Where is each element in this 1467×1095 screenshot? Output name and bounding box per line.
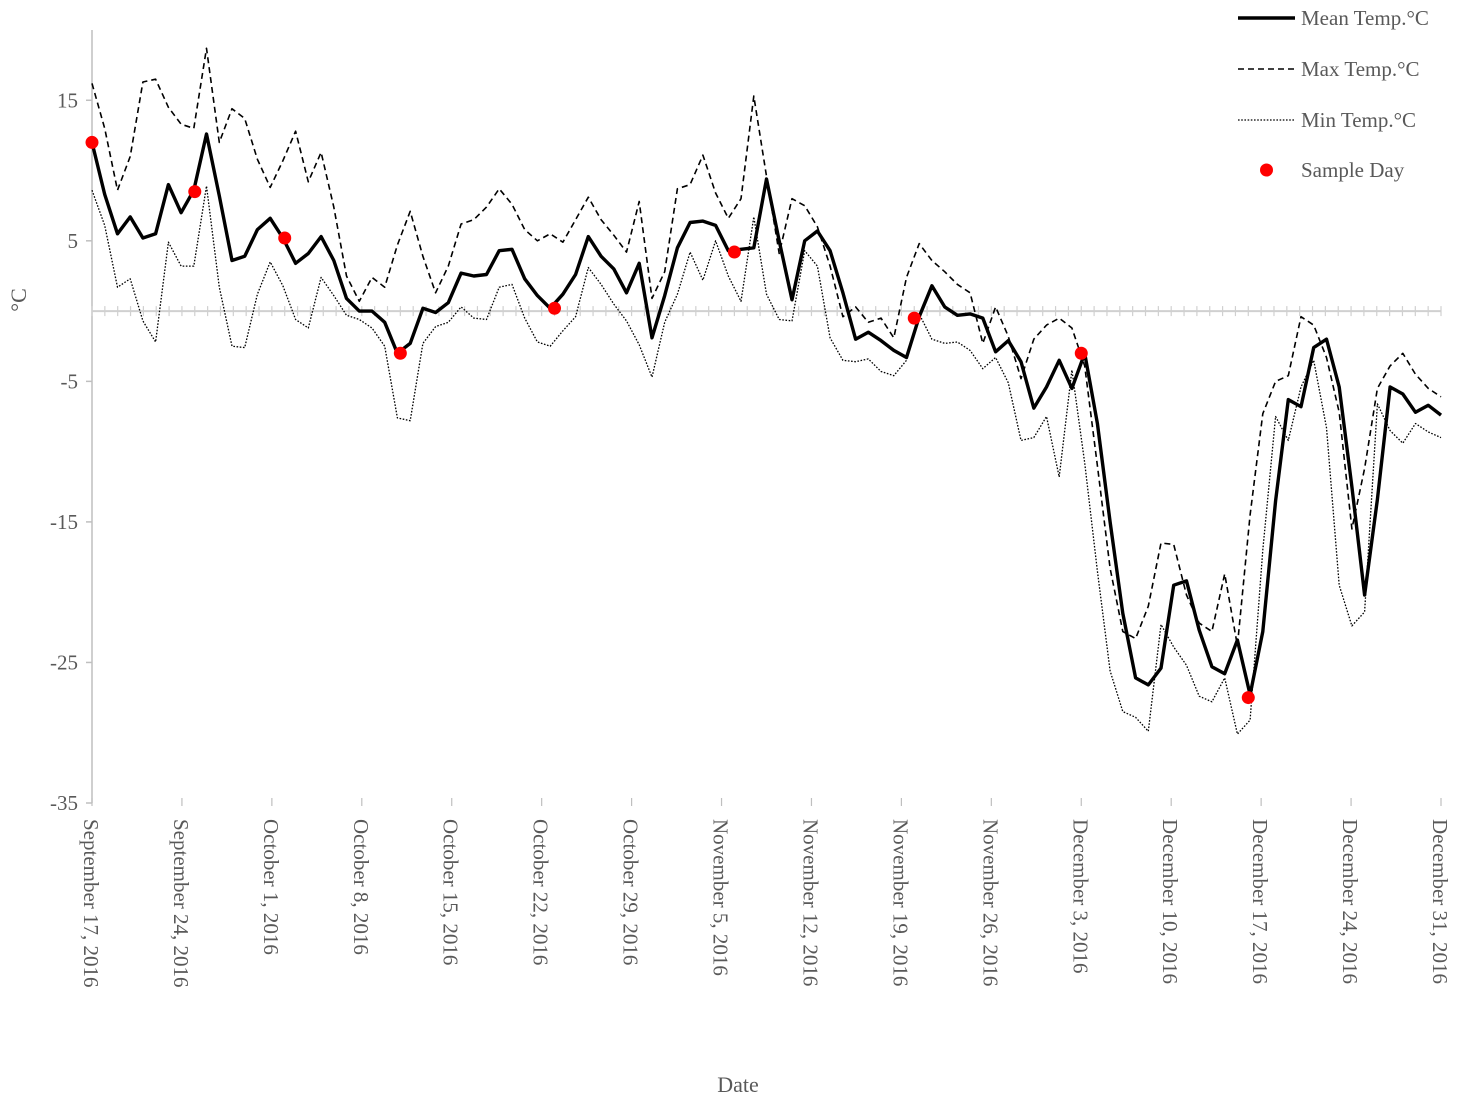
mean-temp-line [90, 132, 1443, 697]
x-tick-label: December 3, 2016 [1068, 819, 1092, 974]
x-tick-label: September 24, 2016 [169, 819, 193, 988]
sample-day-markers [85, 135, 1255, 705]
zero-line [91, 306, 1442, 317]
x-tick-label: November 5, 2016 [709, 819, 733, 976]
x-tick-label: September 17, 2016 [79, 819, 103, 988]
y-axis: 15 5 -5 -15 -25 -35 [50, 30, 93, 815]
min-temp-line [91, 185, 1442, 735]
x-axis-title: Date [717, 1072, 759, 1095]
sample-day-point [548, 301, 562, 315]
sample-day-point [1074, 346, 1088, 360]
sample-day-point [85, 135, 99, 149]
x-tick-label: November 26, 2016 [978, 819, 1002, 986]
x-tick-label: October 29, 2016 [619, 819, 643, 965]
x-tick-label: November 12, 2016 [798, 819, 822, 986]
legend-label: Min Temp.°C [1301, 108, 1416, 132]
legend-label: Mean Temp.°C [1301, 6, 1429, 30]
legend-label: Max Temp.°C [1301, 57, 1420, 81]
sample-day-point [727, 245, 741, 259]
sample-day-point [278, 231, 292, 245]
x-tick-label: October 1, 2016 [259, 819, 283, 955]
x-tick-label: October 22, 2016 [529, 819, 553, 965]
y-tick-label: 5 [68, 229, 79, 253]
x-tick-label: October 15, 2016 [439, 819, 463, 965]
y-tick-label: -15 [50, 510, 78, 534]
y-tick-label: 15 [57, 88, 78, 112]
sample-day-point [393, 346, 407, 360]
y-tick-label: -35 [50, 791, 78, 815]
x-tick-label: December 17, 2016 [1248, 819, 1272, 984]
x-tick-label: October 8, 2016 [349, 819, 373, 955]
legend-swatch-sample-day [1260, 163, 1273, 177]
x-axis: September 17, 2016 September 24, 2016 Octo… [79, 798, 1452, 988]
x-tick-label: December 31, 2016 [1428, 819, 1452, 984]
sample-day-point [1241, 691, 1255, 705]
series-group [90, 47, 1443, 735]
x-tick-label: November 19, 2016 [888, 819, 912, 986]
max-temp-line [91, 47, 1442, 647]
y-tick-label: -25 [50, 650, 78, 674]
legend: Mean Temp.°C Max Temp.°C Min Temp.°C Sample… [1238, 6, 1429, 182]
sample-day-point [907, 311, 921, 325]
sample-day-point [188, 185, 202, 199]
legend-label: Sample Day [1301, 158, 1405, 182]
y-axis-title: °C [6, 288, 31, 311]
x-tick-label: December 24, 2016 [1338, 819, 1362, 984]
x-tick-label: December 10, 2016 [1158, 819, 1182, 984]
y-tick-label: -5 [61, 369, 79, 393]
